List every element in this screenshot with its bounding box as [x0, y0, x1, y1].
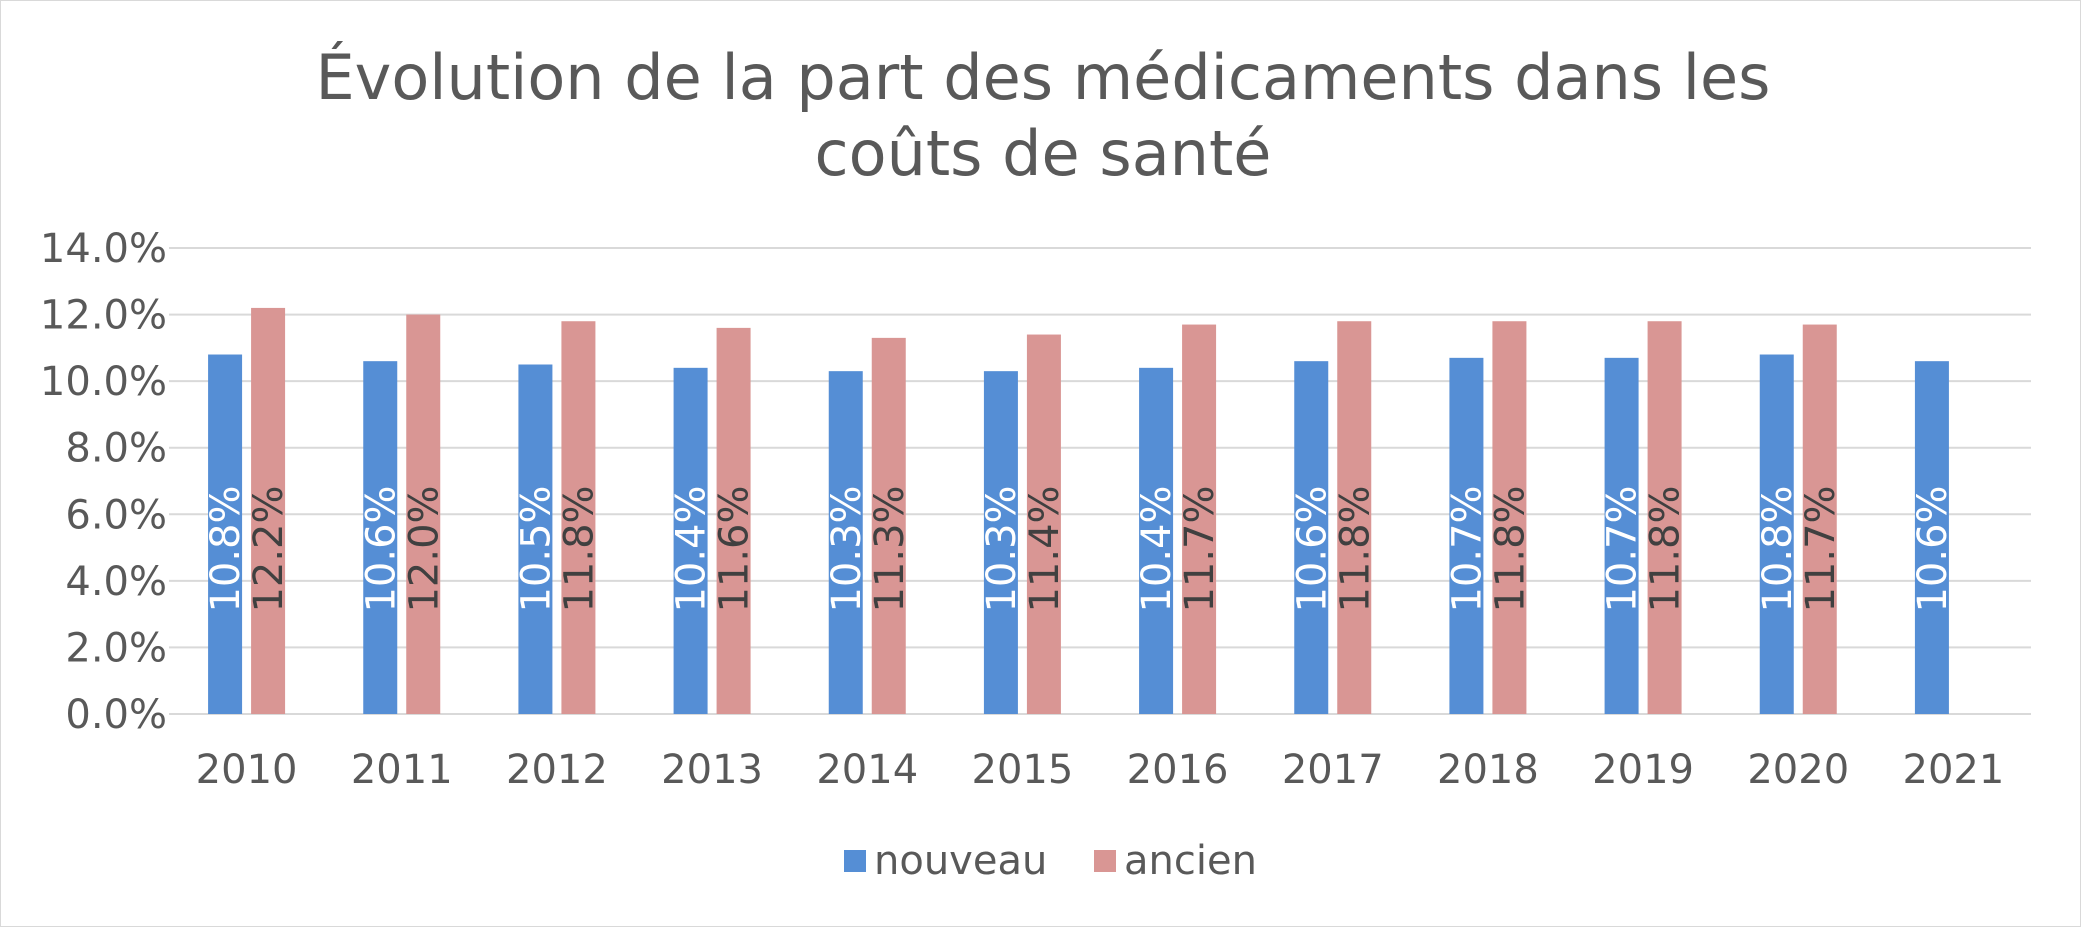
bar-ancien [1026, 334, 1061, 714]
y-tick-label: 8.0% [65, 426, 167, 472]
x-tick-label: 2021 [1903, 747, 2005, 793]
bar-ancien [1492, 321, 1527, 714]
data-label-ancien: 11.7% [1798, 485, 1844, 612]
x-tick-label: 2018 [1437, 747, 1539, 793]
bar-nouveau [1914, 361, 1949, 714]
y-tick-label: 12.0% [40, 293, 167, 339]
data-label-ancien: 11.8% [1332, 485, 1378, 612]
bar-nouveau [363, 361, 398, 714]
bar-ancien [1802, 324, 1837, 714]
bar-nouveau [518, 364, 553, 714]
data-label-ancien: 11.3% [867, 485, 913, 612]
bar-ancien [406, 314, 441, 714]
legend-label-nouveau: nouveau [874, 838, 1047, 884]
y-axis: 0.0% 2.0% 4.0% 6.0% 8.0% 10.0% 12.0% 14.0% [40, 226, 167, 738]
y-tick-label: 4.0% [65, 559, 167, 605]
data-label-nouveau: 10.6% [358, 485, 404, 612]
data-label-nouveau: 10.4% [669, 485, 715, 612]
y-tick-label: 6.0% [65, 492, 167, 538]
x-tick-label: 2010 [196, 747, 298, 793]
data-label-ancien: 11.8% [556, 485, 602, 612]
bar-nouveau [1294, 361, 1329, 714]
bar-ancien [871, 337, 906, 714]
bar-nouveau [673, 367, 708, 714]
x-tick-label: 2015 [972, 747, 1074, 793]
x-tick-label: 2016 [1127, 747, 1229, 793]
data-label-ancien: 11.4% [1022, 485, 1068, 612]
data-label-nouveau: 10.5% [513, 485, 559, 612]
x-tick-label: 2011 [351, 747, 453, 793]
data-label-nouveau: 10.7% [1444, 485, 1490, 612]
bar-ancien [1337, 321, 1372, 714]
y-tick-label: 14.0% [40, 226, 167, 272]
data-label-ancien: 11.8% [1643, 485, 1689, 612]
gridlines [169, 247, 2031, 715]
x-tick-label: 2017 [1282, 747, 1384, 793]
bar-nouveau [828, 371, 863, 714]
chart-title-line-2: coûts de santé [815, 117, 1272, 190]
data-label-ancien: 11.8% [1487, 485, 1533, 612]
bar-nouveau [1139, 367, 1174, 714]
legend-swatch-ancien [1094, 850, 1116, 872]
data-label-nouveau: 10.6% [1910, 485, 1956, 612]
data-label-ancien: 11.6% [712, 485, 758, 612]
legend: nouveau ancien [844, 838, 1257, 884]
y-tick-label: 0.0% [65, 692, 167, 738]
bar-nouveau [1759, 354, 1794, 714]
bar-ancien [1182, 324, 1217, 714]
legend-swatch-nouveau [844, 850, 866, 872]
data-label-ancien: 12.2% [246, 485, 292, 612]
bar-nouveau [1449, 357, 1484, 714]
data-label-ancien: 11.7% [1177, 485, 1223, 612]
bar-nouveau [208, 354, 243, 714]
data-label-nouveau: 10.3% [979, 485, 1025, 612]
x-axis: 2010 2011 2012 2013 2014 2015 2016 2017 2018 2019… [196, 747, 2005, 793]
bar-nouveau [983, 371, 1018, 714]
data-label-nouveau: 10.3% [824, 485, 870, 612]
bar-ancien [561, 321, 596, 714]
data-label-nouveau: 10.7% [1600, 485, 1646, 612]
bar-ancien [716, 327, 751, 714]
x-tick-label: 2012 [506, 747, 608, 793]
x-tick-label: 2014 [816, 747, 918, 793]
data-label-nouveau: 10.4% [1134, 485, 1180, 612]
x-tick-label: 2019 [1592, 747, 1694, 793]
x-tick-label: 2020 [1747, 747, 1849, 793]
chart-title-line-1: Évolution de la part des médicaments dan… [316, 41, 1771, 114]
y-tick-label: 2.0% [65, 625, 167, 671]
x-tick-label: 2013 [661, 747, 763, 793]
legend-label-ancien: ancien [1124, 838, 1257, 884]
data-label-nouveau: 10.6% [1289, 485, 1335, 612]
y-tick-label: 10.0% [40, 359, 167, 405]
bars: 10.8%12.2% 10.6%12.0% 10.5%11.8% 10.4%11.6%… [203, 307, 1956, 714]
data-label-nouveau: 10.8% [1755, 485, 1801, 612]
bar-ancien [251, 307, 286, 714]
data-label-ancien: 12.0% [401, 485, 447, 612]
data-label-nouveau: 10.8% [203, 485, 249, 612]
bar-ancien [1647, 321, 1682, 714]
bar-nouveau [1604, 357, 1639, 714]
